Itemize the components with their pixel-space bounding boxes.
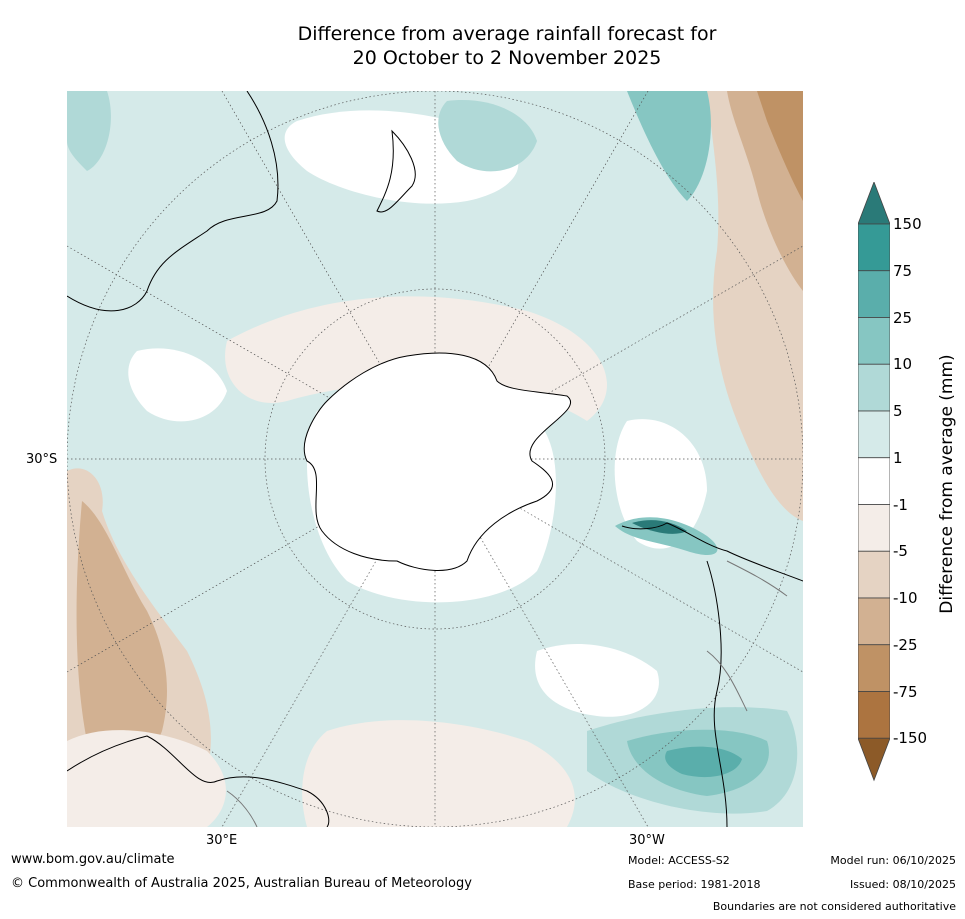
colorbar-bin [857, 270, 891, 318]
colorbar-bin [857, 597, 891, 646]
colorbar-tick-label: -10 [893, 589, 918, 607]
colorbar-tick-label: 5 [893, 402, 903, 420]
longitude-label-30w: 30°W [629, 833, 665, 848]
colorbar-tick-label: -1 [893, 495, 908, 514]
colorbar-extend-low [857, 737, 891, 782]
dry-region-east-deep [757, 91, 803, 201]
africa-coast [67, 735, 330, 827]
footer-copyright: © Commonwealth of Australia 2025, Austra… [11, 876, 472, 891]
colorbar-tick-label: 25 [893, 308, 913, 327]
neutral-patch-southeast [535, 643, 659, 717]
footer-website[interactable]: www.bom.gov.au/climate [11, 852, 175, 867]
wet-region-southeast-strong [665, 746, 742, 778]
colorbar-tick-label: 10 [893, 355, 913, 374]
colorbar-tick-label: -150 [893, 729, 928, 748]
map-canvas [67, 91, 803, 827]
latitude-label-30s: 30°S [26, 452, 58, 467]
title-line-1: Difference from average rainfall forecas… [297, 23, 717, 45]
colorbar-extend-high [857, 180, 891, 225]
wet-region-north [438, 100, 537, 172]
wet-region-northeast [627, 91, 711, 201]
wet-region-northwest [67, 91, 111, 171]
colorbar-title: Difference from average (mm) [937, 354, 957, 614]
footer-model-run: Model run: 06/10/2025 [830, 854, 956, 867]
colorbar-bin [857, 457, 891, 505]
colorbar-bin [857, 550, 891, 599]
polar-rainfall-map[interactable] [67, 91, 803, 827]
title-line-2: 20 October to 2 November 2025 [352, 47, 662, 69]
map-title: Difference from average rainfall forecas… [0, 22, 965, 70]
colorbar-tick-label: 150 [893, 215, 922, 233]
colorbar-tick-label: 75 [893, 261, 913, 280]
colorbar-bin [857, 504, 891, 552]
longitude-label-30e: 30°E [206, 833, 238, 848]
colorbar-tick-label: -5 [893, 542, 908, 561]
colorbar-bin [857, 223, 891, 272]
footer-base-period: Base period: 1981-2018 [628, 878, 761, 891]
australia-coast [67, 91, 279, 312]
footer-model: Model: ACCESS-S2 [628, 854, 730, 867]
footer-disclaimer: Boundaries are not considered authoritat… [712, 900, 956, 913]
colorbar-tick-label: 1 [893, 448, 903, 467]
colorbar-bin [857, 410, 891, 459]
country-boundaries [226, 560, 788, 827]
colorbar-tick-label: -75 [893, 682, 918, 701]
colorbar-swatches [857, 180, 891, 782]
wet-band-drake-core [632, 520, 687, 534]
neutral-patch-east [614, 419, 707, 549]
dry-region-west-core [76, 501, 167, 771]
dry-region-south [302, 720, 575, 827]
dry-region-southwest [67, 730, 226, 827]
colorbar-bin [857, 644, 891, 692]
footer-issued: Issued: 08/10/2025 [849, 878, 956, 891]
colorbar-bin [857, 317, 891, 365]
colorbar [857, 180, 891, 782]
colorbar-tick-label: -25 [893, 635, 918, 654]
coastlines [67, 91, 803, 827]
south-america-coast [621, 522, 803, 827]
neutral-patch-west [128, 348, 227, 422]
new-zealand-coast [376, 129, 416, 213]
colorbar-bin [857, 691, 891, 739]
colorbar-bin [857, 363, 891, 412]
antarctica-landmass [303, 352, 571, 571]
